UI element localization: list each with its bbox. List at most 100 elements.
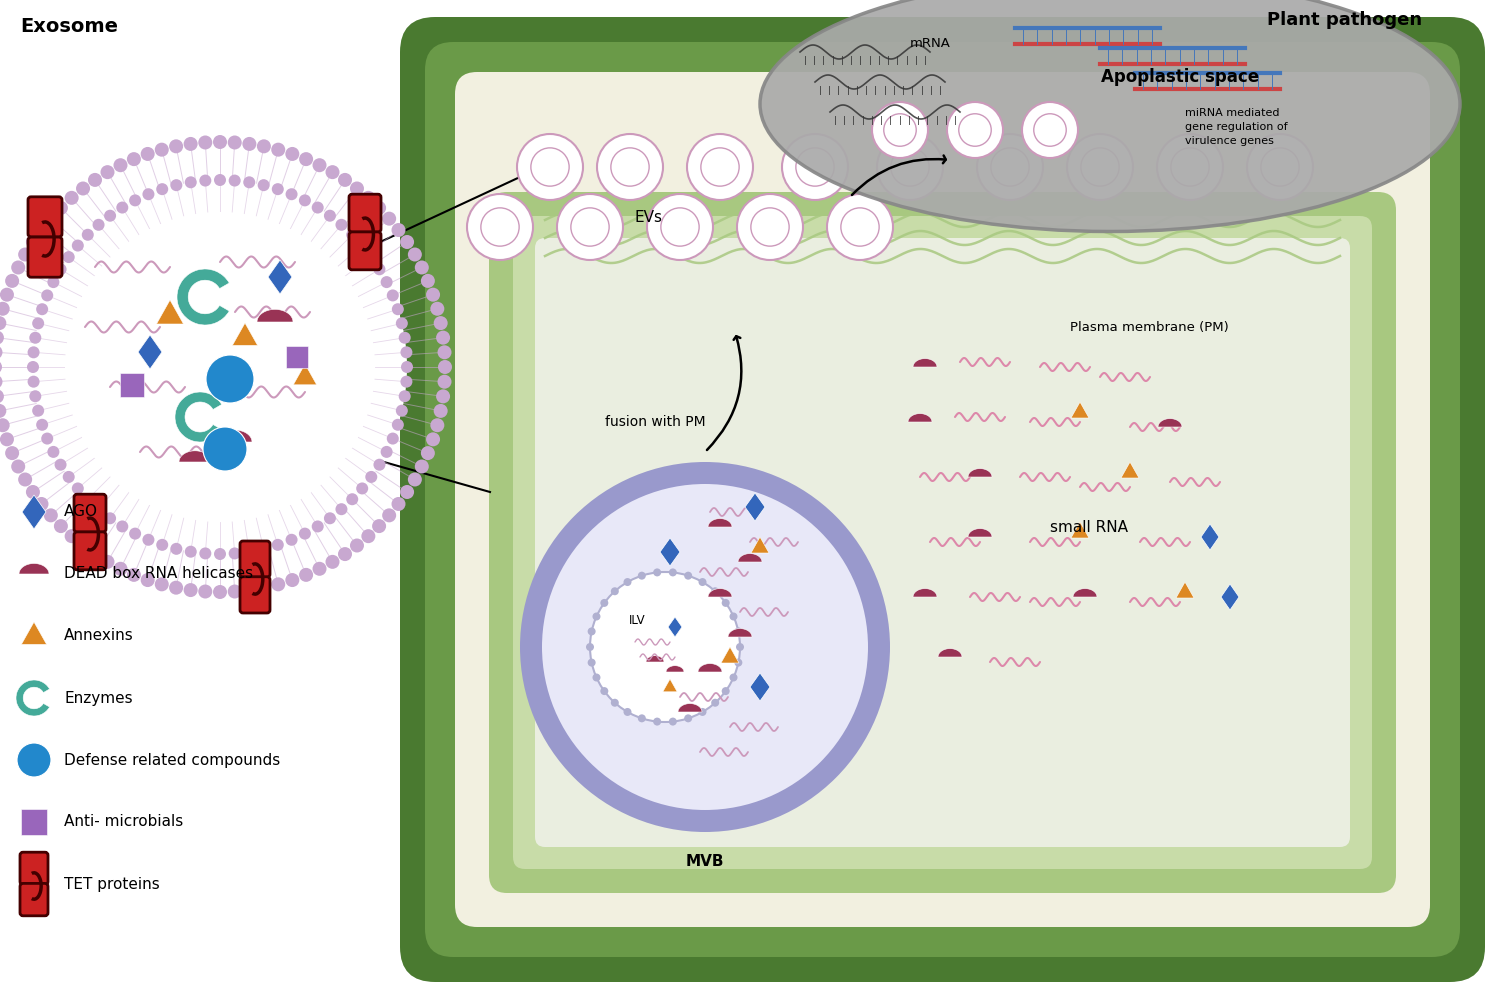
Circle shape	[872, 102, 929, 158]
Polygon shape	[1176, 582, 1193, 598]
Circle shape	[687, 134, 753, 200]
Polygon shape	[662, 679, 677, 691]
Circle shape	[751, 208, 789, 246]
Circle shape	[884, 114, 917, 146]
Circle shape	[400, 485, 414, 499]
Text: small RNA: small RNA	[1051, 519, 1128, 534]
Circle shape	[299, 194, 311, 206]
Circle shape	[592, 674, 601, 682]
Circle shape	[141, 147, 155, 161]
Polygon shape	[667, 666, 684, 672]
Circle shape	[229, 547, 241, 560]
Circle shape	[76, 182, 91, 195]
Circle shape	[668, 718, 677, 726]
Circle shape	[257, 580, 271, 595]
Circle shape	[286, 573, 299, 587]
FancyBboxPatch shape	[240, 541, 269, 577]
Circle shape	[647, 194, 713, 260]
Circle shape	[958, 114, 991, 146]
Text: Anti- microbials: Anti- microbials	[64, 814, 183, 830]
Circle shape	[415, 260, 429, 275]
Circle shape	[199, 547, 211, 560]
Circle shape	[516, 134, 583, 200]
Circle shape	[18, 247, 33, 261]
Circle shape	[0, 288, 13, 301]
Text: Defense related compounds: Defense related compounds	[64, 752, 280, 768]
Text: AGO: AGO	[64, 505, 98, 519]
Circle shape	[1247, 134, 1312, 200]
Text: fusion with PM: fusion with PM	[606, 415, 705, 429]
FancyBboxPatch shape	[350, 232, 381, 270]
Circle shape	[735, 659, 743, 667]
Circle shape	[129, 194, 141, 206]
Wedge shape	[177, 269, 229, 325]
Polygon shape	[668, 617, 682, 637]
Circle shape	[82, 493, 94, 505]
Polygon shape	[1201, 524, 1219, 550]
Circle shape	[55, 263, 67, 275]
Text: MVB: MVB	[686, 854, 725, 869]
Circle shape	[214, 174, 226, 186]
Circle shape	[373, 459, 385, 470]
Circle shape	[729, 613, 738, 621]
Circle shape	[891, 148, 929, 187]
Circle shape	[408, 472, 423, 486]
FancyBboxPatch shape	[490, 192, 1396, 893]
Circle shape	[324, 210, 336, 222]
Circle shape	[243, 136, 256, 151]
Circle shape	[116, 520, 128, 532]
Polygon shape	[21, 622, 46, 644]
Circle shape	[991, 148, 1030, 187]
Text: mRNA: mRNA	[911, 37, 951, 50]
Circle shape	[64, 529, 79, 543]
Circle shape	[88, 547, 103, 561]
Circle shape	[365, 471, 378, 483]
FancyBboxPatch shape	[536, 238, 1350, 847]
Circle shape	[737, 194, 804, 260]
Circle shape	[1080, 148, 1119, 187]
Text: miRNA mediated
gene regulation of
virulence genes: miRNA mediated gene regulation of virule…	[1184, 108, 1287, 146]
Polygon shape	[1071, 522, 1089, 538]
Circle shape	[4, 446, 19, 461]
Circle shape	[653, 569, 661, 576]
Circle shape	[312, 562, 326, 575]
Circle shape	[382, 509, 396, 522]
Polygon shape	[738, 554, 762, 562]
Circle shape	[48, 276, 60, 288]
Circle shape	[34, 497, 49, 511]
Circle shape	[597, 134, 664, 200]
Circle shape	[312, 158, 326, 172]
Circle shape	[396, 405, 408, 416]
Polygon shape	[268, 260, 292, 294]
Circle shape	[170, 139, 183, 153]
Circle shape	[701, 148, 740, 187]
Circle shape	[271, 577, 286, 591]
Circle shape	[408, 247, 423, 261]
Circle shape	[257, 179, 269, 191]
FancyBboxPatch shape	[513, 216, 1372, 869]
Circle shape	[421, 274, 434, 288]
Circle shape	[228, 136, 241, 149]
Circle shape	[229, 175, 241, 187]
Circle shape	[827, 194, 893, 260]
Text: Exosome: Exosome	[19, 18, 118, 36]
Circle shape	[18, 472, 33, 486]
Circle shape	[0, 404, 6, 418]
Circle shape	[0, 432, 13, 447]
Circle shape	[373, 263, 385, 275]
Polygon shape	[969, 468, 992, 477]
Text: Plasma membrane (PM): Plasma membrane (PM)	[1070, 320, 1229, 334]
Circle shape	[638, 572, 646, 579]
Polygon shape	[745, 493, 765, 521]
Circle shape	[213, 135, 228, 149]
Circle shape	[143, 534, 155, 546]
Circle shape	[16, 743, 51, 777]
Circle shape	[350, 538, 365, 553]
Circle shape	[735, 627, 743, 635]
Circle shape	[684, 572, 692, 579]
Text: TET proteins: TET proteins	[64, 877, 159, 892]
Circle shape	[54, 519, 68, 533]
Circle shape	[684, 714, 692, 723]
Circle shape	[433, 316, 448, 330]
Polygon shape	[138, 335, 162, 369]
